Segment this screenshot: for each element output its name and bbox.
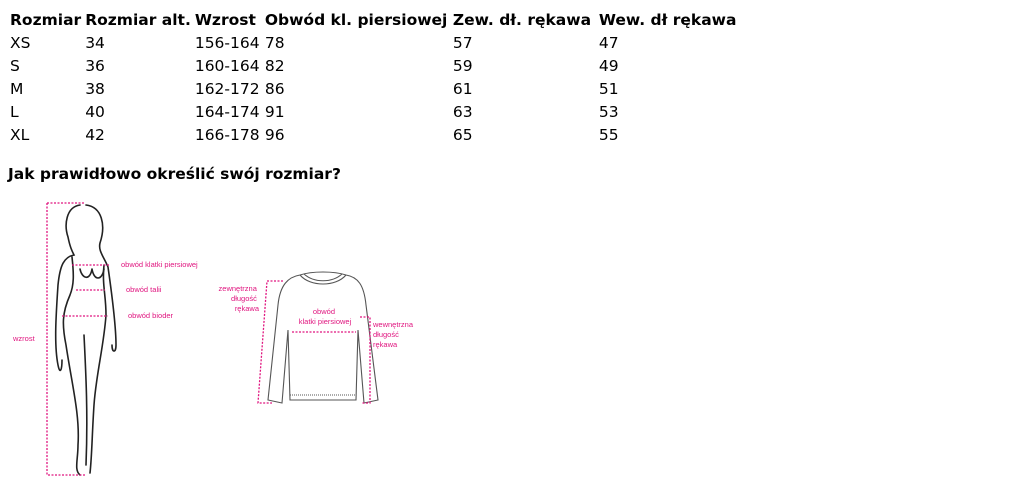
table-row: L 40 164-174 91 63 53 — [8, 100, 738, 123]
col-header: Wew. dł rękawa — [598, 10, 737, 29]
table-cell: 49 — [598, 56, 619, 75]
shirt-measure-lines — [257, 280, 371, 404]
outer-sleeve-label: zewnętrzna długość rękawa — [219, 284, 260, 313]
table-header-row: Rozmiar Rozmiar alt. Wzrost Obwód kl. pi… — [8, 8, 738, 31]
col-header: Obwód kl. piersiowej — [264, 10, 448, 29]
waist-label: obwód talii — [126, 285, 162, 294]
table-cell: XS — [10, 33, 31, 52]
table-cell: L — [10, 102, 19, 121]
shirt-figure — [267, 271, 379, 404]
height-label: wzrost — [12, 334, 36, 343]
table-cell: 34 — [85, 33, 105, 52]
table-cell: 164-174 — [194, 102, 260, 121]
table-cell: 47 — [598, 33, 619, 52]
shirt-chest-label: obwód klatki piersiowej — [299, 307, 352, 326]
table-cell: 40 — [85, 102, 105, 121]
chest-label: obwód klatki piersiowej — [121, 260, 198, 269]
table-cell: 63 — [452, 102, 473, 121]
table-cell: 65 — [452, 125, 473, 144]
table-cell: 96 — [264, 125, 285, 144]
size-table: Rozmiar Rozmiar alt. Wzrost Obwód kl. pi… — [8, 8, 738, 146]
table-cell: 42 — [85, 125, 105, 144]
size-guide-title: Jak prawidłowo określić swój rozmiar? — [8, 165, 341, 183]
col-header: Rozmiar — [10, 10, 82, 29]
table-cell: 160-164 — [194, 56, 260, 75]
table-row: XL 42 166-178 96 65 55 — [8, 123, 738, 146]
table-cell: 38 — [85, 79, 105, 98]
inner-sleeve-label: wewnętrzna długość rękawa — [372, 320, 415, 349]
table-cell: 78 — [264, 33, 285, 52]
woman-figure — [54, 204, 117, 476]
table-cell: 61 — [452, 79, 473, 98]
table-cell: S — [10, 56, 20, 75]
table-cell: 57 — [452, 33, 473, 52]
table-cell: 86 — [264, 79, 285, 98]
table-cell: 91 — [264, 102, 285, 121]
table-cell: 162-172 — [194, 79, 260, 98]
table-cell: 55 — [598, 125, 619, 144]
col-header: Zew. dł. rękawa — [452, 10, 592, 29]
table-cell: XL — [10, 125, 30, 144]
table-cell: 82 — [264, 56, 285, 75]
table-cell: 156-164 — [194, 33, 260, 52]
col-header: Wzrost — [194, 10, 256, 29]
col-header: Rozmiar alt. — [85, 10, 191, 29]
table-cell: 53 — [598, 102, 619, 121]
table-cell: 51 — [598, 79, 619, 98]
measurement-illustration: obwód klatki piersiowej obwód talii obwó… — [12, 202, 415, 476]
table-row: XS 34 156-164 78 57 47 — [8, 31, 738, 54]
table-cell: 36 — [85, 56, 105, 75]
table-cell: 166-178 — [194, 125, 260, 144]
table-row: M 38 162-172 86 61 51 — [8, 77, 738, 100]
table-cell: M — [10, 79, 24, 98]
body-measure-lines — [46, 202, 110, 476]
hips-label: obwód bioder — [128, 311, 174, 320]
table-cell: 59 — [452, 56, 473, 75]
table-row: S 36 160-164 82 59 49 — [8, 54, 738, 77]
